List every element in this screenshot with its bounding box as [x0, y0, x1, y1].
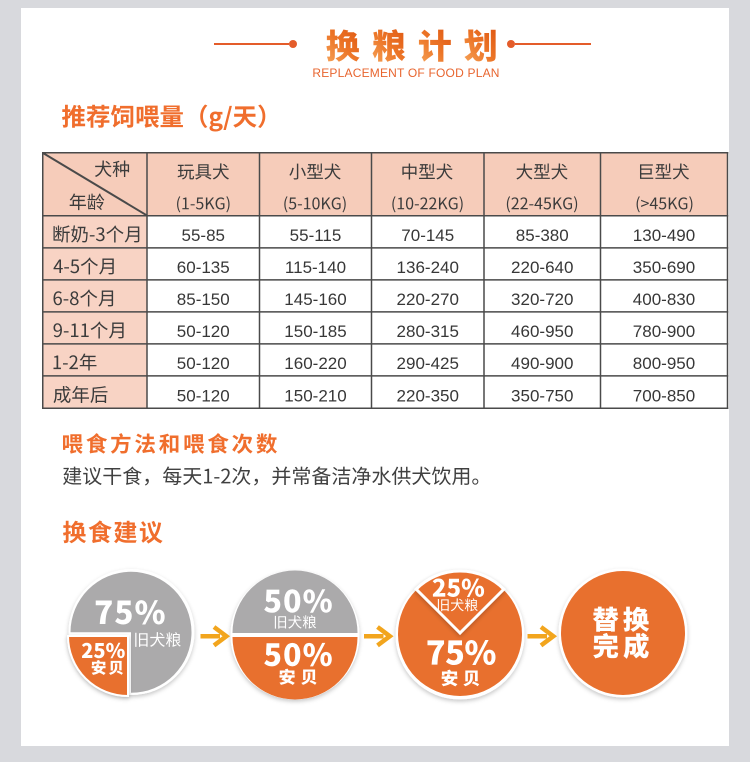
svg-text:115-140: 115-140 [285, 258, 346, 277]
svg-text:290-425: 290-425 [397, 354, 459, 373]
svg-text:160-220: 160-220 [284, 354, 346, 373]
svg-text:55-115: 55-115 [290, 226, 342, 245]
svg-text:350-750: 350-750 [511, 387, 573, 406]
svg-text:700-850: 700-850 [633, 387, 695, 406]
svg-text:50-120: 50-120 [177, 387, 230, 406]
svg-text:85-150: 85-150 [177, 290, 230, 309]
svg-text:800-950: 800-950 [633, 354, 695, 373]
svg-text:220-640: 220-640 [511, 258, 573, 277]
svg-text:320-720: 320-720 [511, 290, 573, 309]
svg-text:460-950: 460-950 [511, 322, 573, 341]
svg-text:490-900: 490-900 [511, 354, 573, 373]
svg-text:780-900: 780-900 [633, 322, 695, 341]
svg-text:130-490: 130-490 [633, 226, 695, 245]
svg-text:150-210: 150-210 [284, 387, 346, 406]
svg-text:85-380: 85-380 [516, 226, 569, 245]
svg-text:136-240: 136-240 [397, 258, 459, 277]
svg-text:220-350: 220-350 [397, 387, 459, 406]
svg-text:55-85: 55-85 [182, 226, 225, 245]
svg-text:400-830: 400-830 [633, 290, 695, 309]
svg-text:50-120: 50-120 [177, 354, 230, 373]
svg-text:145-160: 145-160 [284, 290, 346, 309]
svg-text:150-185: 150-185 [284, 322, 346, 341]
svg-text:70-145: 70-145 [401, 226, 454, 245]
svg-text:60-135: 60-135 [177, 258, 230, 277]
svg-text:280-315: 280-315 [397, 322, 459, 341]
svg-text:50-120: 50-120 [177, 322, 230, 341]
svg-text:350-690: 350-690 [633, 258, 695, 277]
svg-text:220-270: 220-270 [397, 290, 459, 309]
